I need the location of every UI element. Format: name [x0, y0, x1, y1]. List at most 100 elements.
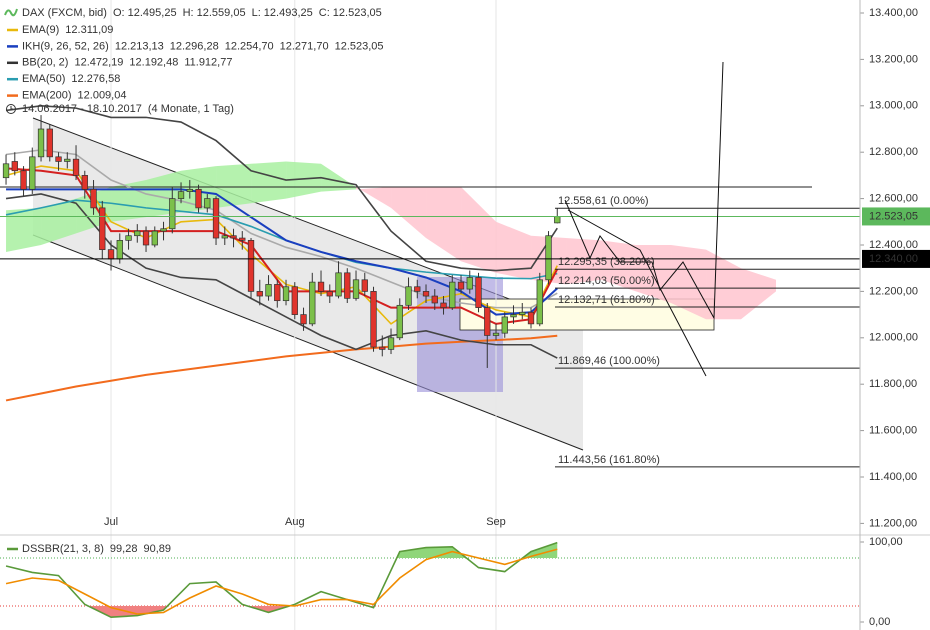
price-tag-label: 12.523,05 [869, 210, 918, 222]
candle-body [387, 337, 395, 350]
candle-body [405, 286, 412, 306]
legend-text: 12.311,09 [65, 24, 113, 36]
legend-text: IKH(9, 26, 52, 26) [22, 40, 109, 52]
y-tick-label: 13.000,00 [869, 100, 918, 112]
legend-text: O: 12.495,25 [113, 7, 177, 19]
candle-body [300, 314, 307, 325]
candle-body [361, 279, 368, 292]
fib-label: 12.132,71 (61.80%) [558, 294, 655, 306]
cloud-segment [41, 198, 77, 245]
candle-body [125, 235, 132, 241]
candle-body [414, 286, 421, 292]
legend-text: 99,28 [110, 543, 138, 555]
fib-label: 12.214,03 (50.00%) [558, 275, 655, 287]
candle-body [204, 198, 211, 209]
level-fill [6, 542, 558, 558]
candle-body [37, 128, 45, 158]
cloud-segment [321, 163, 357, 192]
y-tick-label: 0,00 [869, 616, 890, 628]
y-tick-label: 11.400,00 [869, 471, 917, 483]
cloud-segment [741, 268, 777, 320]
legend-text: 12.271,70 [280, 40, 329, 52]
legend-text: 12.213,13 [115, 40, 164, 52]
candle-body [20, 170, 27, 190]
legend-text: BB(20, 2) [22, 57, 68, 69]
candle-body [221, 235, 228, 239]
indicator-line [6, 188, 558, 316]
cloud-segment [216, 163, 252, 208]
price-tag-label: 12.340,00 [869, 253, 918, 265]
candle-body [554, 216, 561, 224]
candle-body [492, 332, 500, 336]
cloud-segment [601, 240, 637, 292]
fib-label: 11.443,56 (161.80%) [558, 454, 660, 466]
level-fill [6, 606, 558, 618]
legend-text: 12.276,58 [71, 73, 120, 85]
candle-body [212, 198, 220, 239]
candle-body [142, 230, 150, 246]
candle-body [274, 284, 281, 302]
y-tick-label: 100,00 [869, 536, 903, 548]
price-tag [862, 249, 930, 268]
y-tick-label: 13.400,00 [869, 7, 918, 19]
fib-label: 12.558,61 (0.00%) [558, 195, 649, 207]
candle-body [186, 188, 193, 192]
candle-body [510, 314, 517, 318]
candle-body [475, 277, 482, 308]
legend-text: EMA(9) [22, 24, 59, 36]
candle-body [352, 279, 360, 299]
candle-body [11, 161, 18, 172]
candle-body [72, 158, 80, 176]
candle-body [457, 281, 465, 290]
legend-text: 12.523,05 [335, 40, 384, 52]
legend-text: 11.912,77 [184, 57, 232, 69]
fib-label: 11.869,46 (100.00%) [558, 355, 660, 367]
candle-body [422, 291, 430, 297]
legend-text: 12.472,19 [74, 57, 123, 69]
legend-text: DAX (FXCM, bid) [22, 7, 107, 19]
legend-text: 12.009,04 [78, 90, 127, 102]
legend-text: 90,89 [143, 543, 171, 555]
cloud-segment [6, 207, 42, 252]
candle-body [81, 175, 88, 190]
y-tick-label: 11.600,00 [869, 425, 917, 437]
candle-body [326, 291, 333, 297]
candle-body [55, 156, 62, 162]
price-tag [862, 207, 930, 226]
candle-body [134, 230, 141, 237]
oscillator-line [5, 541, 558, 619]
candle-body [177, 191, 185, 199]
x-tick-label: Jul [104, 516, 118, 528]
candle-body [501, 316, 508, 334]
candle-body [449, 281, 456, 308]
legend-text: 12.254,70 [225, 40, 274, 52]
cloud-segment [496, 221, 532, 280]
legend-text: EMA(50) [22, 73, 65, 85]
candle-body [519, 311, 526, 315]
channel-lower [32, 234, 584, 451]
legend-text: 14.06.2017 - 18.10.2017 [22, 103, 142, 115]
x-tick-label: Sep [486, 516, 506, 528]
logo-icon [4, 8, 18, 17]
candle-body [160, 228, 167, 232]
y-tick-label: 13.200,00 [869, 53, 918, 65]
candle-body [545, 235, 552, 281]
candle-body [484, 307, 491, 336]
y-tick-label: 12.600,00 [869, 193, 918, 205]
candle-body [195, 188, 202, 209]
candle-body [282, 286, 290, 302]
candle-body [247, 240, 255, 292]
candle-body [396, 304, 403, 339]
legend-text: EMA(200) [22, 90, 72, 102]
candle-body [431, 295, 438, 304]
y-tick-label: 12.000,00 [869, 332, 918, 344]
candle-body [151, 230, 158, 246]
oscillator-line [5, 548, 558, 615]
cloud-segment [566, 238, 602, 285]
legend-text: (4 Monate, 1 Tag) [148, 103, 234, 115]
candle-body [116, 240, 123, 260]
legend-text: C: 12.523,05 [319, 7, 382, 19]
